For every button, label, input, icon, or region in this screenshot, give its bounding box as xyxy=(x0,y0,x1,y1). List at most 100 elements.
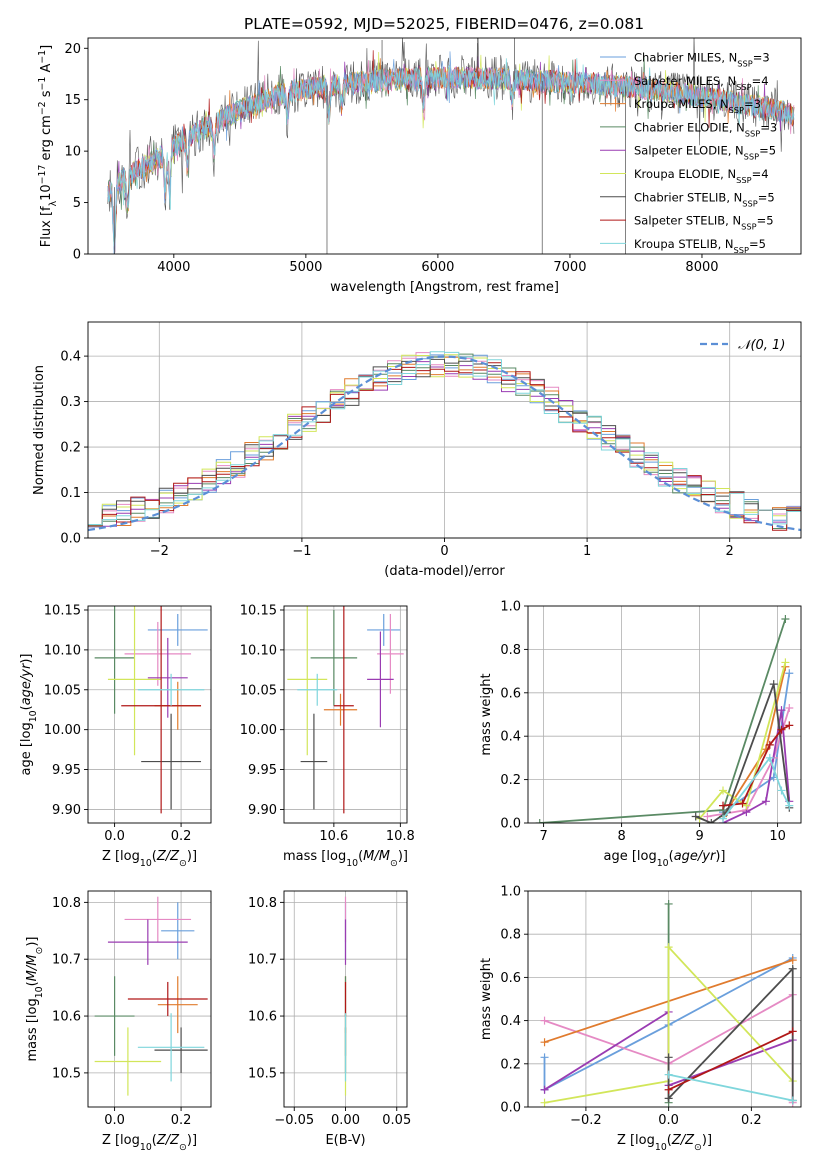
x-tick-label: 0.0 xyxy=(104,829,125,844)
panel-z_weight: −0.2 0.0 0.2 0.0 0.2 0.4 0.6 0.8 1.0 Z [log10(Z/Z… xyxy=(479,885,802,1153)
errorbar-point xyxy=(121,606,202,814)
x-axis-label: wavelength [Angstrom, rest frame] xyxy=(330,280,559,295)
weight-marker xyxy=(785,703,794,712)
axes-frame xyxy=(87,890,212,1108)
y-tick-label: 10.5 xyxy=(52,1066,81,1081)
weight-marker xyxy=(788,956,797,965)
weight-marker xyxy=(738,799,747,808)
legend-entry: Salpeter ELODIE, NSSP=5 xyxy=(634,144,776,162)
weight-marker xyxy=(777,786,786,795)
errorbar-point xyxy=(157,976,198,1034)
plot-area xyxy=(88,351,801,532)
errorbar-point xyxy=(367,631,394,728)
y-tick-label: 15 xyxy=(64,93,81,108)
errorbar-point xyxy=(94,1027,162,1096)
x-tick-label: 8000 xyxy=(685,260,718,275)
weight-marker xyxy=(788,1096,797,1105)
errorbar-point xyxy=(124,896,192,943)
panel-mass_age: 10.6 10.8 9.90 9.95 10.00 10.05 10.10 10.15 mass… xyxy=(240,603,415,869)
errorbar-point xyxy=(154,1027,208,1073)
errorbar-point xyxy=(147,637,188,718)
x-tick-label: 0 xyxy=(440,544,448,559)
weight-marker xyxy=(540,1085,549,1094)
y-tick-label: 10.7 xyxy=(52,953,81,968)
histogram-step xyxy=(88,362,801,531)
y-axis-label: mass [log10(M/M⊙)] xyxy=(25,937,45,1062)
x-tick-label: 2 xyxy=(726,544,734,559)
x-tick-label: 10.6 xyxy=(319,829,348,844)
weight-marker xyxy=(785,801,794,810)
y-axis-label: mass weight xyxy=(479,958,494,1040)
errorbar-point xyxy=(161,902,195,960)
x-tick-label: 7000 xyxy=(553,260,586,275)
y-tick-label: 9.95 xyxy=(248,763,277,778)
y-tick-label: 10.10 xyxy=(240,643,277,658)
errorbar-point xyxy=(137,1013,205,1082)
y-tick-label: 10.05 xyxy=(240,683,277,698)
y-tick-label: 10.00 xyxy=(44,723,81,738)
legend-entry: Salpeter STELIB, NSSP=5 xyxy=(634,214,774,232)
x-axis-label: age [log10(age/yr)] xyxy=(603,849,725,869)
x-tick-label: 8 xyxy=(617,829,625,844)
y-tick-label: 0.8 xyxy=(500,643,521,658)
y-tick-label: 0.6 xyxy=(500,971,521,986)
y-tick-label: 0.2 xyxy=(500,773,521,788)
x-tick-label: 1 xyxy=(583,544,591,559)
normal-curve xyxy=(88,355,801,532)
weight-marker xyxy=(765,753,774,762)
axes-frame xyxy=(87,37,802,255)
axes-frame xyxy=(527,890,802,1108)
panel-residuals: −2 −1 0 1 2 0.0 0.1 0.2 0.3 0.4 (data-model)/error… xyxy=(32,321,802,579)
weight-marker xyxy=(664,1053,673,1062)
y-tick-label: 10.6 xyxy=(52,1010,81,1025)
histogram-step xyxy=(88,354,801,526)
y-tick-label: 10.05 xyxy=(44,683,81,698)
panel-z_mass: 0.0 0.2 10.5 10.6 10.7 10.8 Z [log10(Z/Z⊙)] mas… xyxy=(25,890,212,1153)
y-tick-label: 0.4 xyxy=(500,1014,521,1029)
y-tick-label: 9.95 xyxy=(52,763,81,778)
errorbar-point xyxy=(377,613,404,694)
y-tick-label: 0.1 xyxy=(60,486,81,501)
errorbar-point xyxy=(94,976,135,1056)
y-axis-label: mass weight xyxy=(479,673,494,755)
y-axis-label: Flux [fλ10−17 erg cm−2 s−1 A−1] xyxy=(37,45,59,247)
x-tick-label: −2 xyxy=(150,544,169,559)
weight-marker xyxy=(664,1070,673,1079)
x-tick-label: 0.2 xyxy=(171,1113,192,1128)
y-tick-label: 0.8 xyxy=(500,928,521,943)
histogram-step xyxy=(88,351,801,525)
y-tick-label: 9.90 xyxy=(248,803,277,818)
panel-age_weight: 7 8 9 10 0.0 0.2 0.4 0.6 0.8 1.0 age [log10(age/yr… xyxy=(479,600,802,869)
x-axis-label: mass [log10(M/M⊙)] xyxy=(283,849,408,869)
errorbar-point xyxy=(323,693,358,726)
y-tick-label: 10.8 xyxy=(52,896,81,911)
spectrum-line xyxy=(107,51,795,254)
figure-title: PLATE=0592, MJD=52025, FIBERID=0476, z=0… xyxy=(244,15,644,33)
weight-marker xyxy=(777,725,786,734)
errorbar-point xyxy=(124,621,192,686)
y-tick-label: 10.8 xyxy=(248,896,277,911)
weight-marker xyxy=(769,680,778,689)
x-tick-label: −0.2 xyxy=(570,1113,602,1128)
weight-marker xyxy=(707,819,716,823)
panel-ebv_mass: −0.05 0.00 0.05 10.5 10.6 10.7 10.8 E(B-V) xyxy=(248,890,411,1148)
x-tick-label: −0.05 xyxy=(274,1113,314,1128)
y-tick-label: 9.90 xyxy=(52,803,81,818)
legend-entry: Salpeter MILES, NSSP=4 xyxy=(634,74,769,92)
y-tick-label: 0.0 xyxy=(500,817,521,832)
weight-line xyxy=(698,662,787,820)
legend-entry: Chabrier MILES, NSSP=3 xyxy=(634,51,770,69)
weight-marker xyxy=(781,658,790,667)
panel-spectrum: 4000 5000 6000 7000 8000 0 5 10 15 20 wavelength [… xyxy=(37,37,802,295)
spectrum-line xyxy=(107,58,795,247)
x-tick-label: 4000 xyxy=(157,260,190,275)
legend-entry: 𝒩(0, 1) xyxy=(738,338,785,353)
errorbar-point xyxy=(127,981,208,1017)
x-tick-label: 0.2 xyxy=(171,829,192,844)
y-tick-label: 5 xyxy=(73,196,81,211)
y-tick-label: 1.0 xyxy=(500,885,521,900)
x-tick-label: 0.05 xyxy=(382,1113,411,1128)
y-tick-label: 10.15 xyxy=(240,603,277,618)
axes-frame xyxy=(87,605,212,824)
weight-marker xyxy=(540,1016,549,1025)
